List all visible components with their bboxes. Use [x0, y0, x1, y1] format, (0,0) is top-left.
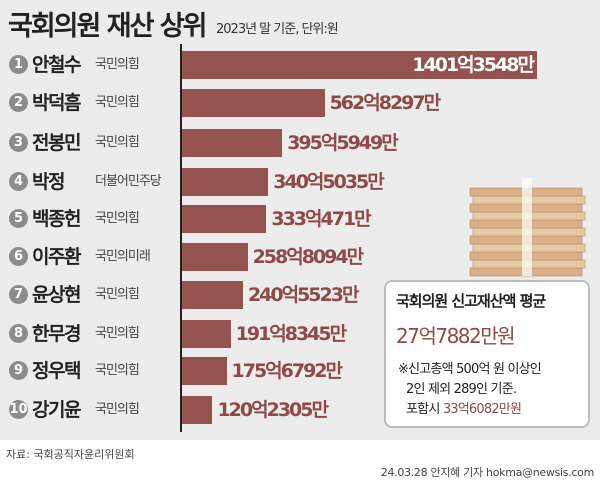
rank-badge: 10 — [9, 400, 28, 419]
credit: 24.03.28 안지혜 기자 hokma@newsis.com — [380, 466, 595, 479]
data-label: 333억471만 — [271, 208, 371, 230]
rank-badge: 1 — [9, 55, 28, 74]
note-line2: 2인 제외 289인 기준. — [406, 382, 517, 397]
bar — [182, 357, 227, 385]
data-label: 1401억3548만 — [412, 54, 535, 76]
bar — [182, 51, 537, 79]
rank-badge: 8 — [9, 324, 28, 343]
rank-badge: 3 — [9, 133, 28, 152]
bar — [182, 168, 269, 196]
member-name: 정우택 — [32, 360, 81, 382]
bar — [182, 205, 267, 233]
bar-row: 10 강기윤 국민의힘 120억2305만 — [0, 395, 600, 425]
bar-row: 9 정우택 국민의힘 175억6792만 — [0, 356, 600, 386]
party-name: 국민의미래 — [95, 249, 151, 264]
data-label: 175억6792만 — [231, 360, 344, 382]
member-name: 이주환 — [32, 246, 81, 268]
bar-row: 1 안철수 국민의힘 1401억3548만 — [0, 50, 600, 80]
bar — [182, 396, 213, 424]
data-label: 340억5035만 — [273, 171, 385, 193]
bar — [182, 243, 248, 271]
member-name: 백종헌 — [32, 208, 81, 230]
data-label: 562억8297만 — [329, 92, 442, 114]
footer: 자료: 국회공직자윤리위원회 24.03.28 안지혜 기자 hokma@new… — [0, 440, 600, 484]
party-name: 더불어민주당 — [95, 174, 162, 189]
member-name: 한무경 — [32, 323, 81, 345]
bar-row: 5 백종헌 국민의힘 333억471만 — [0, 204, 600, 234]
note-line3: 포함시 33억6082만원 — [406, 398, 522, 417]
axis-line — [180, 44, 182, 432]
data-label: 258억8094만 — [252, 246, 365, 268]
bar-row: 7 윤상현 국민의힘 240억5523만 — [0, 280, 600, 310]
note-heading: 국회의원 신고재산액 평균 — [396, 292, 546, 310]
member-name: 강기윤 — [32, 399, 81, 421]
rank-badge: 4 — [9, 172, 28, 191]
note-line1: ※신고총액 500억 원 이상인 — [398, 362, 542, 377]
member-name: 윤상현 — [32, 284, 81, 306]
data-label: 120억2305만 — [217, 399, 329, 421]
member-name: 안철수 — [32, 54, 81, 76]
bar — [182, 129, 283, 157]
member-name: 박정 — [32, 171, 65, 193]
bar — [182, 281, 243, 309]
party-name: 국민의힘 — [95, 135, 140, 150]
bar-row: 3 전봉민 국민의힘 395억5949만 — [0, 128, 600, 158]
rank-badge: 5 — [9, 209, 28, 228]
rank-badge: 6 — [9, 247, 28, 266]
note-line3-prefix: 포함시 — [406, 402, 443, 417]
source: 자료: 국회공직자윤리위원회 — [6, 448, 135, 461]
bar-row: 2 박덕흠 국민의힘 562억8297만 — [0, 88, 600, 118]
bar-row: 8 한무경 국민의힘 191억8345만 — [0, 319, 600, 349]
party-name: 국민의힘 — [95, 57, 140, 72]
note-average: 27억7882만원 — [396, 324, 516, 348]
party-name: 국민의힘 — [95, 402, 140, 417]
note-line3-value: 33억6082만원 — [442, 402, 522, 417]
average-note-box: 국회의원 신고재산액 평균 27억7882만원 ※신고총액 500억 원 이상인… — [384, 280, 590, 428]
rank-badge: 9 — [9, 361, 28, 380]
chart-subtitle: 2023년 말 기준, 단위:원 — [216, 22, 339, 37]
data-label: 395억5949만 — [287, 132, 399, 154]
bar — [182, 320, 231, 348]
bar — [182, 89, 325, 117]
data-label: 191억8345만 — [235, 323, 348, 345]
bar-row: 6 이주환 국민의미래 258억8094만 — [0, 242, 600, 272]
money-stack-icon — [469, 178, 586, 277]
member-name: 전봉민 — [32, 132, 81, 154]
rank-badge: 2 — [9, 93, 28, 112]
party-name: 국민의힘 — [95, 95, 140, 110]
party-name: 국민의힘 — [95, 363, 140, 378]
data-label: 240억5523만 — [247, 284, 360, 306]
rank-badge: 7 — [9, 285, 28, 304]
chart-title: 국회의원 재산 상위 — [8, 11, 208, 42]
party-name: 국민의힘 — [95, 326, 140, 341]
party-name: 국민의힘 — [95, 287, 140, 302]
member-name: 박덕흠 — [32, 92, 81, 114]
bar-row: 4 박정 더불어민주당 340억5035만 — [0, 167, 600, 197]
party-name: 국민의힘 — [95, 211, 140, 226]
